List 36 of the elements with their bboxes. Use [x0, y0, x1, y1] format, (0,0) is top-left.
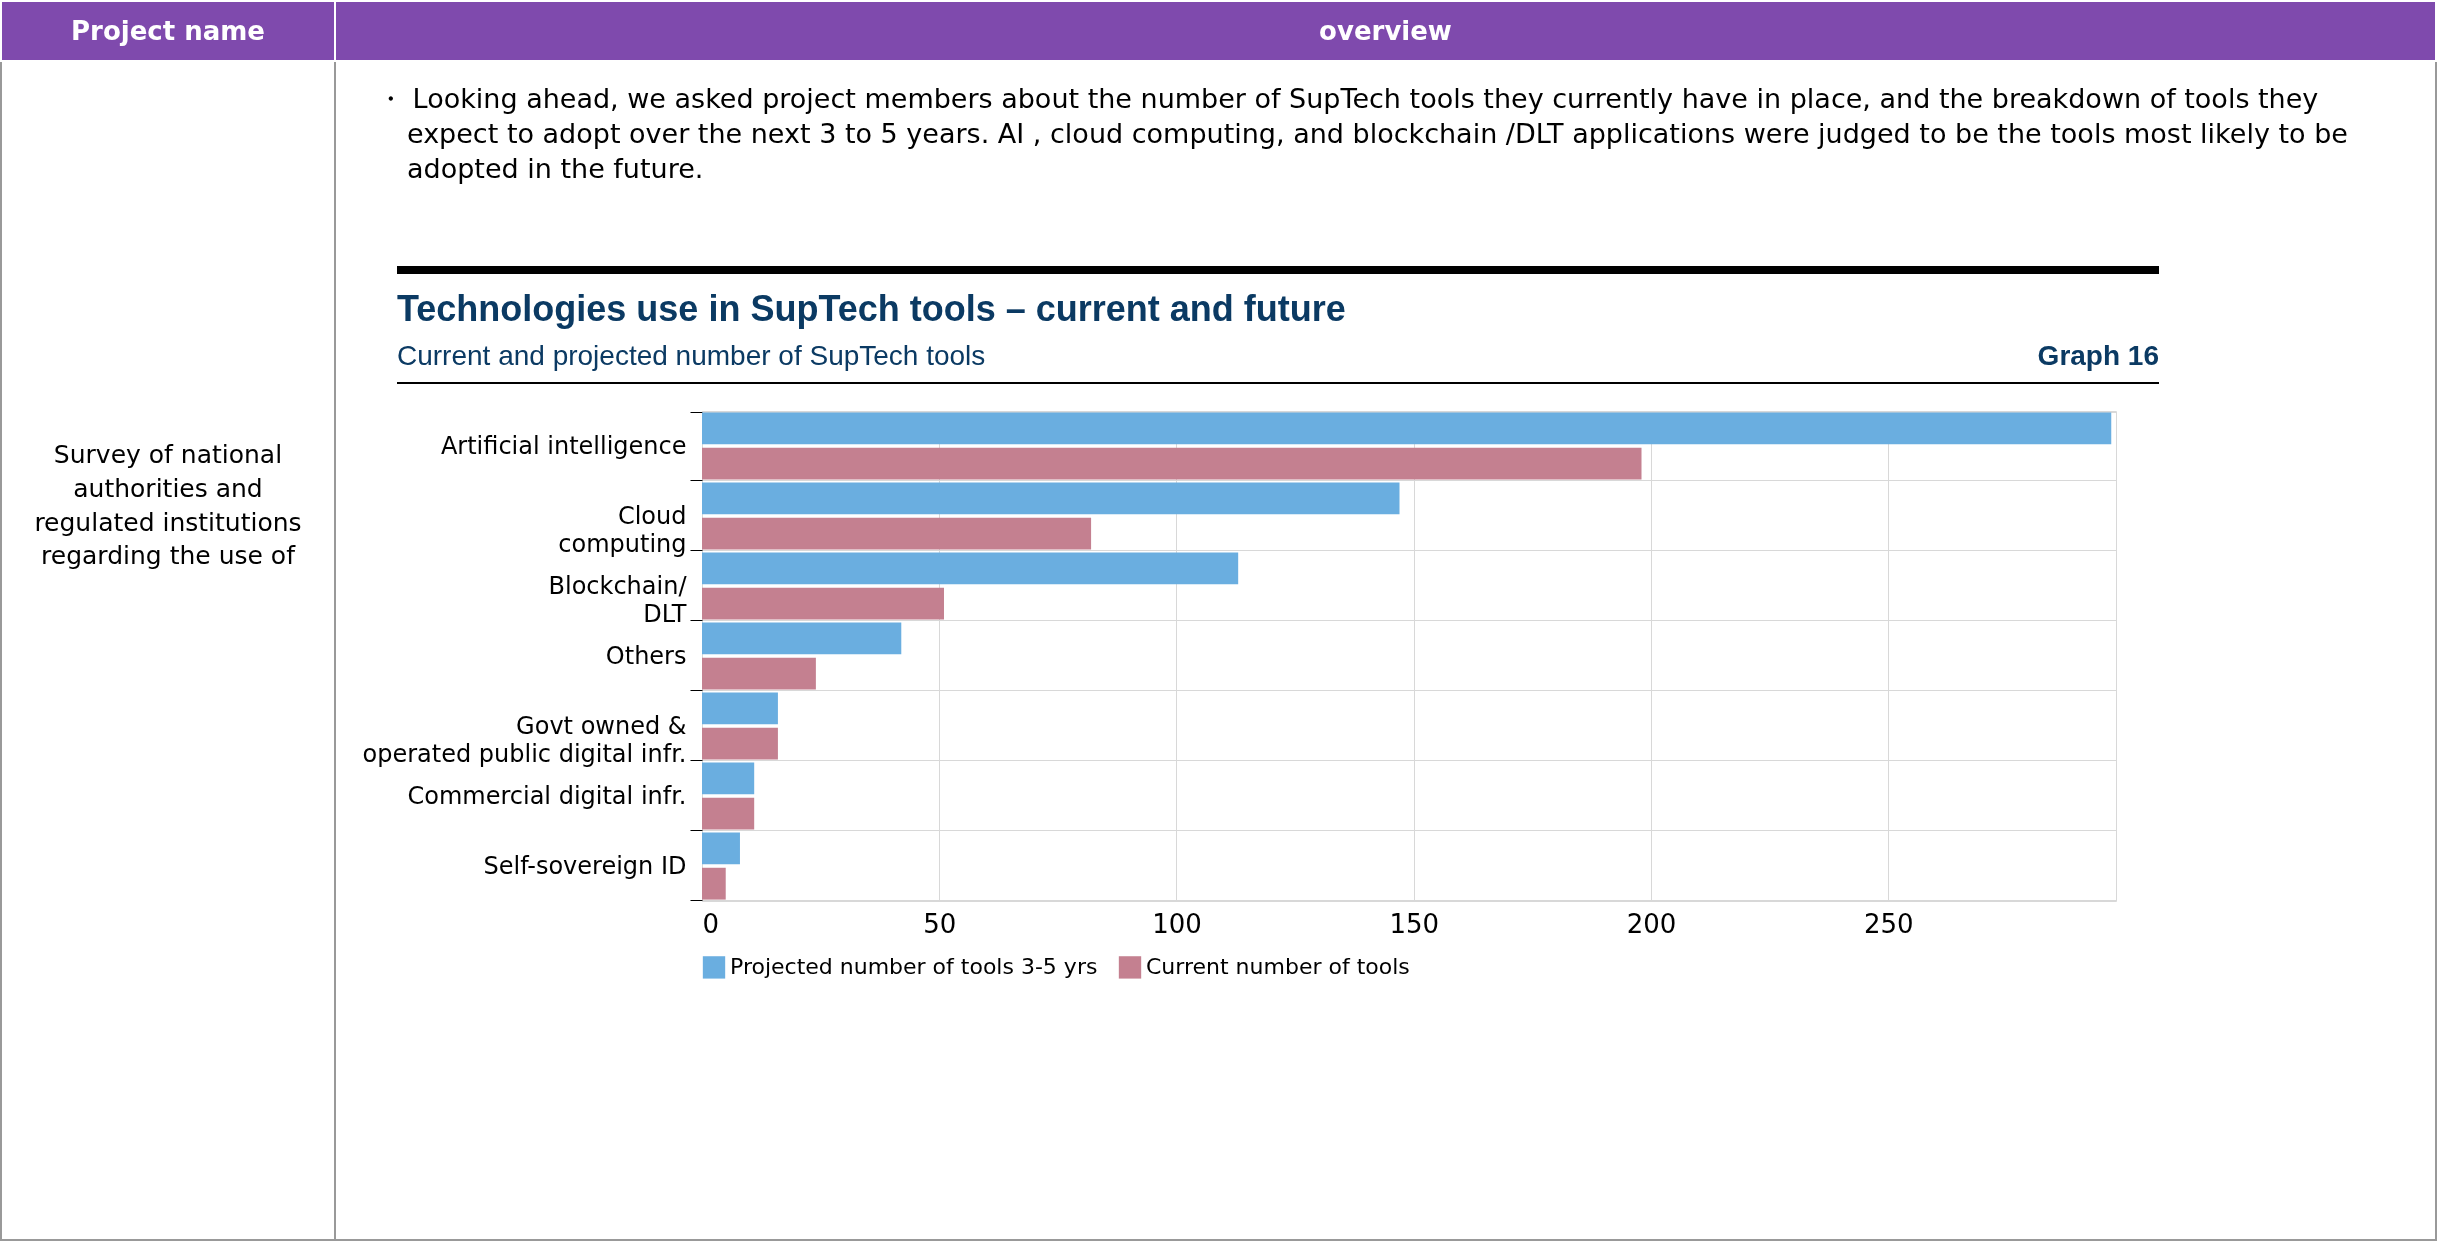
y-tick-label: Blockchain/ DLT	[548, 571, 688, 628]
chart-subtitle: Current and projected number of SupTech tools	[397, 340, 986, 373]
bar	[702, 658, 816, 690]
bar	[702, 482, 1400, 515]
bar	[702, 832, 740, 865]
x-tick-label: 100	[1152, 908, 1202, 939]
bar	[702, 692, 778, 725]
x-tick-label: 200	[1626, 908, 1677, 939]
text: overview	[335, 1, 2436, 61]
bar	[702, 588, 944, 620]
bar	[702, 868, 726, 900]
bar	[702, 798, 755, 830]
text: ・ Looking ahead, we asked project members about the number of SupTech tools they currently have in place, and the breakdown of tools they expect to adopt over the next 3 to 5 years. AI , cloud computing, and blockchain /DLT applications were judged to be the tools most likely to be adopted in the future.	[377, 82, 2349, 187]
y-tick-label: Commercial digital infr.	[407, 781, 687, 810]
bar	[702, 622, 902, 655]
text: Survey of national authorities and regulated institutions regarding the use of	[1, 61, 335, 1240]
bar	[702, 412, 2112, 445]
bar	[702, 448, 1642, 480]
y-tick-label: Artificial intelligence	[440, 431, 687, 460]
bar	[702, 518, 1092, 550]
x-tick-label: 50	[923, 908, 957, 939]
legend-label: Projected number of tools 3-5 yrs	[730, 954, 1098, 980]
text: Project name	[1, 1, 335, 61]
y-tick-label: Self-sovereign ID	[483, 851, 687, 880]
bar	[702, 552, 1239, 585]
x-tick-label: 0	[702, 908, 720, 939]
bar	[702, 762, 755, 795]
bar	[702, 728, 778, 760]
x-tick-label: 150	[1389, 908, 1440, 939]
y-tick-label: Cloud computing	[558, 501, 687, 558]
caption: Graph 16	[2037, 340, 2159, 373]
x-tick-label: 250	[1863, 908, 1914, 939]
y-tick-label: Others	[605, 641, 687, 670]
y-tick-label: Govt owned & operated public digital infr.	[362, 711, 687, 768]
legend-label: Current number of tools	[1146, 954, 1410, 980]
chart-title: Technologies use in SupTech tools – current and future	[397, 288, 1347, 331]
